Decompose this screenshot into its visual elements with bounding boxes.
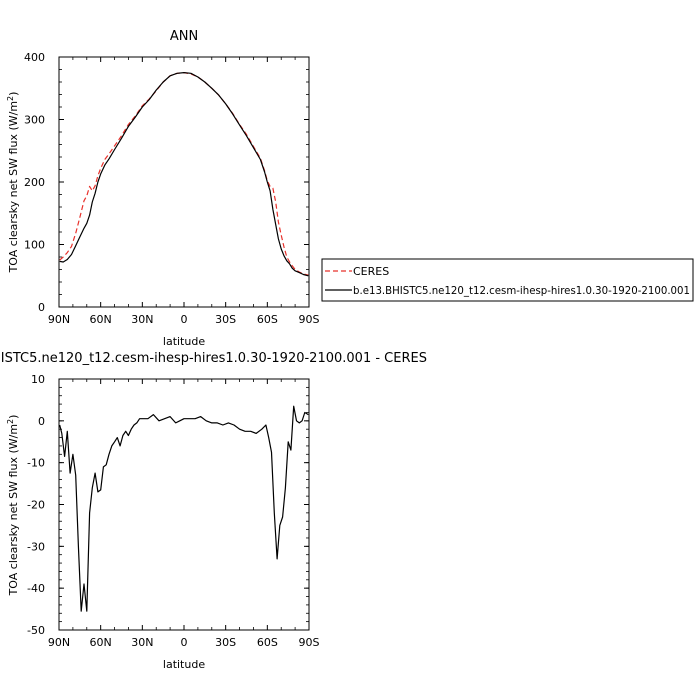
panel-bottom-x-tick-label: 30N bbox=[131, 636, 153, 649]
panel-bottom-y-tick-label: -40 bbox=[27, 582, 45, 595]
panel-bottom-y-tick-label: 10 bbox=[31, 373, 45, 386]
panel-bottom-y-tick-label: -20 bbox=[27, 499, 45, 512]
panel-bottom-y-tick-label: -30 bbox=[27, 540, 45, 553]
panel-bottom-title: b.e13.BHISTC5.ne120_t12.cesm-ihesp-hires… bbox=[0, 351, 427, 366]
panel-bottom-y-tick-label: 0 bbox=[38, 415, 45, 428]
panel-top-y-tick-label: 400 bbox=[24, 51, 45, 64]
panel-bottom-x-tick-label: 60S bbox=[257, 636, 278, 649]
panel-top-series-group bbox=[59, 71, 309, 277]
panel-top-x-tick-label: 60N bbox=[90, 313, 112, 326]
panel-top-title: ANN bbox=[170, 29, 198, 44]
panel-bottom-y-axis-label: TOA clearsky net SW flux (W/m2) bbox=[6, 415, 20, 597]
panel-top-x-tick-label: 30S bbox=[215, 313, 236, 326]
panel-top-x-tick-label: 60S bbox=[257, 313, 278, 326]
legend-label-ceres: CERES bbox=[353, 265, 389, 278]
panel-bottom-x-tick-label: 90S bbox=[299, 636, 320, 649]
panel-bottom-y-tick-label: -10 bbox=[27, 457, 45, 470]
legend: CERES b.e13.BHISTC5.ne120_t12.cesm-ihesp… bbox=[321, 258, 694, 302]
panel-top-y-tick-label: 200 bbox=[24, 176, 45, 189]
panel-bottom-series-group bbox=[59, 405, 309, 612]
panel-top-series-model-line bbox=[59, 71, 309, 277]
legend-label-model: b.e13.BHISTC5.ne120_t12.cesm-ihesp-hires… bbox=[353, 284, 690, 297]
panel-top-ticks: 90N 60N 30N 0 30S 60S 90S 0 100 200 300 400 bbox=[24, 51, 320, 326]
panel-top-frame bbox=[58, 56, 310, 308]
panel-top: ANN 90N 60N 30N 0 30S 60S 90S 0 100 200 300 400 lat… bbox=[6, 29, 320, 348]
panel-bottom-ticks: 90N 60N 30N 0 30S 60S 90S 10 0 -10 -20 -30 -40 -50 bbox=[27, 373, 319, 649]
panel-bottom-y-tick-label: -50 bbox=[27, 624, 45, 637]
panel-bottom-x-tick-label: 90N bbox=[48, 636, 70, 649]
panel-bottom-x-tick-label: 0 bbox=[181, 636, 188, 649]
panel-bottom-x-tick-label: 30S bbox=[215, 636, 236, 649]
panel-top-x-axis-label: latitude bbox=[163, 335, 205, 348]
panel-top-y-tick-label: 300 bbox=[24, 114, 45, 127]
panel-top-y-axis-label: TOA clearsky net SW flux (W/m2) bbox=[6, 92, 20, 274]
panel-bottom-frame bbox=[58, 378, 310, 631]
panel-top-x-tick-label: 90S bbox=[299, 313, 320, 326]
panel-top-y-tick-label: 100 bbox=[24, 239, 45, 252]
panel-bottom-x-axis-label: latitude bbox=[163, 658, 205, 671]
panel-top-x-tick-label: 0 bbox=[181, 313, 188, 326]
panel-top-x-tick-label: 90N bbox=[48, 313, 70, 326]
legend-box bbox=[321, 258, 694, 302]
panel-top-y-tick-label: 0 bbox=[38, 301, 45, 314]
panel-top-series-ceres-line bbox=[59, 71, 309, 276]
panel-bottom: b.e13.BHISTC5.ne120_t12.cesm-ihesp-hires… bbox=[0, 351, 427, 671]
panel-bottom-series-difference-line bbox=[59, 405, 309, 612]
panel-top-x-tick-label: 30N bbox=[131, 313, 153, 326]
panel-bottom-x-tick-label: 60N bbox=[90, 636, 112, 649]
